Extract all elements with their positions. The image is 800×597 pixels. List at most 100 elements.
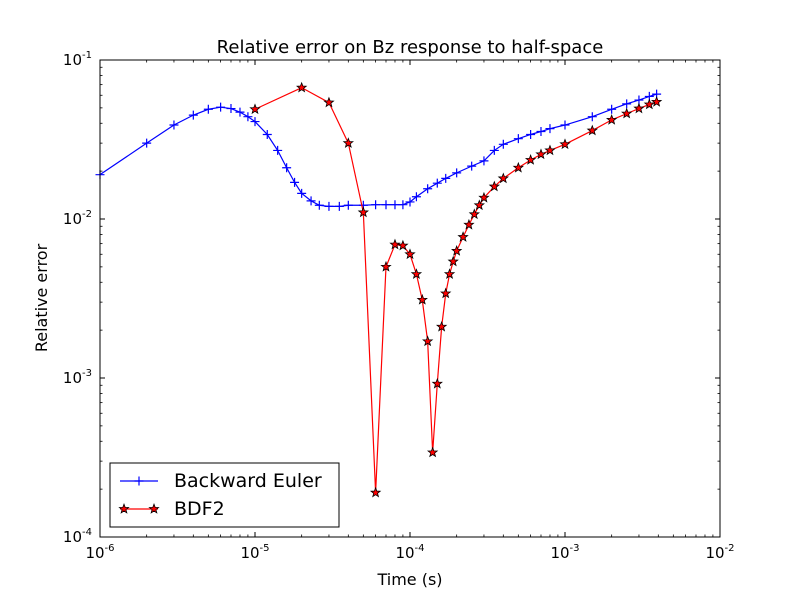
- data-point-backward-euler: [290, 177, 300, 187]
- data-point-backward-euler: [282, 163, 292, 173]
- data-point-bdf2: [559, 138, 571, 150]
- data-point-backward-euler: [545, 124, 555, 134]
- legend-label-backward-euler: Backward Euler: [174, 470, 322, 492]
- data-point-backward-euler: [273, 145, 283, 155]
- x-tick-label: 10-4: [395, 543, 424, 562]
- data-point-bdf2: [357, 206, 369, 218]
- data-point-bdf2: [426, 446, 439, 458]
- data-point-backward-euler: [324, 201, 334, 211]
- x-tick-label: 10-2: [705, 543, 734, 562]
- data-point-backward-euler: [203, 104, 213, 114]
- data-layer: [95, 81, 663, 498]
- data-point-bdf2: [369, 486, 382, 498]
- data-point-backward-euler: [390, 200, 400, 210]
- legend-label-bdf2: BDF2: [174, 498, 225, 520]
- data-point-bdf2: [524, 154, 537, 165]
- legend-marker-backward-euler: [134, 476, 144, 486]
- data-point-bdf2: [606, 113, 618, 125]
- data-point-backward-euler: [226, 104, 236, 114]
- data-point-backward-euler: [343, 200, 353, 210]
- data-point-bdf2: [389, 238, 401, 250]
- data-point-bdf2: [535, 148, 547, 160]
- data-point-bdf2: [463, 218, 475, 230]
- x-axis-label: Time (s): [376, 570, 442, 589]
- data-point-backward-euler: [489, 145, 499, 155]
- y-tick-label: 10-1: [63, 50, 92, 69]
- data-point-bdf2: [451, 244, 463, 256]
- data-point-bdf2: [404, 248, 416, 260]
- legend-marker-star: [118, 503, 130, 514]
- data-point-backward-euler: [441, 173, 451, 183]
- data-point-backward-euler: [297, 188, 307, 198]
- data-point-bdf2: [249, 103, 261, 115]
- data-point-backward-euler: [560, 120, 570, 130]
- data-point-backward-euler: [607, 104, 617, 114]
- data-point-bdf2: [473, 199, 485, 211]
- data-point-backward-euler: [498, 139, 508, 149]
- data-point-bdf2: [621, 107, 633, 119]
- data-point-backward-euler: [306, 196, 316, 206]
- y-tick-label: 10-3: [63, 368, 92, 387]
- data-point-backward-euler: [188, 110, 198, 120]
- legend-marker-bdf2: [118, 503, 160, 514]
- data-point-bdf2: [633, 102, 645, 114]
- data-point-backward-euler: [250, 117, 260, 127]
- data-point-bdf2: [380, 260, 392, 272]
- x-tick-label: 10-6: [85, 543, 114, 562]
- data-point-backward-euler: [513, 134, 523, 144]
- data-point-backward-euler: [262, 129, 272, 139]
- data-point-bdf2: [650, 95, 663, 107]
- x-tick-label: 10-5: [240, 543, 269, 562]
- legend: Backward Euler BDF2: [109, 462, 340, 528]
- data-point-bdf2: [643, 98, 655, 110]
- data-point-bdf2: [296, 81, 308, 93]
- data-point-bdf2: [342, 137, 354, 148]
- data-point-bdf2: [447, 255, 459, 267]
- data-point-backward-euler: [381, 200, 391, 210]
- series-line-bdf2: [254, 86, 657, 493]
- y-tick-label: 10-2: [63, 209, 92, 228]
- data-point-bdf2: [512, 161, 524, 173]
- legend-box: [109, 462, 340, 528]
- data-point-bdf2: [443, 268, 456, 279]
- data-point-backward-euler: [398, 200, 408, 210]
- data-point-bdf2: [544, 144, 556, 156]
- data-point-backward-euler: [371, 200, 381, 210]
- data-point-bdf2: [431, 377, 443, 389]
- data-point-backward-euler: [536, 127, 546, 137]
- data-point-backward-euler: [243, 112, 253, 122]
- data-point-backward-euler: [142, 138, 152, 148]
- data-point-backward-euler: [411, 192, 421, 202]
- data-point-backward-euler: [235, 107, 245, 117]
- data-point-backward-euler: [405, 197, 415, 207]
- data-point-bdf2: [457, 231, 469, 242]
- y-axis-label: Relative error: [32, 243, 51, 352]
- tick-layer: 10-6 10-5 10-4 10-3 10-2 10-4 10-3 10-2 10-1: [63, 50, 735, 562]
- data-point-bdf2: [488, 180, 500, 192]
- series-bdf2: [249, 81, 663, 498]
- data-point-backward-euler: [587, 112, 597, 122]
- data-point-bdf2: [435, 320, 448, 332]
- data-point-bdf2: [416, 293, 428, 305]
- data-point-bdf2: [497, 172, 509, 184]
- data-point-backward-euler: [622, 99, 632, 109]
- data-point-bdf2: [410, 268, 423, 279]
- data-point-bdf2: [422, 335, 434, 347]
- series-backward-euler: [95, 89, 662, 211]
- y-tick-label: 10-4: [63, 527, 92, 546]
- data-point-backward-euler: [479, 156, 489, 166]
- data-point-backward-euler: [423, 184, 433, 194]
- data-point-bdf2: [478, 191, 490, 203]
- data-point-bdf2: [586, 124, 598, 136]
- legend-marker-plus: [134, 476, 144, 486]
- data-point-backward-euler: [452, 168, 462, 178]
- data-point-bdf2: [468, 208, 480, 220]
- data-point-bdf2: [323, 96, 335, 108]
- chart-title: Relative error on Bz response to half-sp…: [217, 37, 604, 58]
- legend-marker-star: [148, 503, 160, 514]
- data-point-bdf2: [397, 239, 409, 251]
- data-point-backward-euler: [216, 102, 226, 112]
- data-point-backward-euler: [334, 201, 344, 211]
- data-point-bdf2: [440, 287, 452, 299]
